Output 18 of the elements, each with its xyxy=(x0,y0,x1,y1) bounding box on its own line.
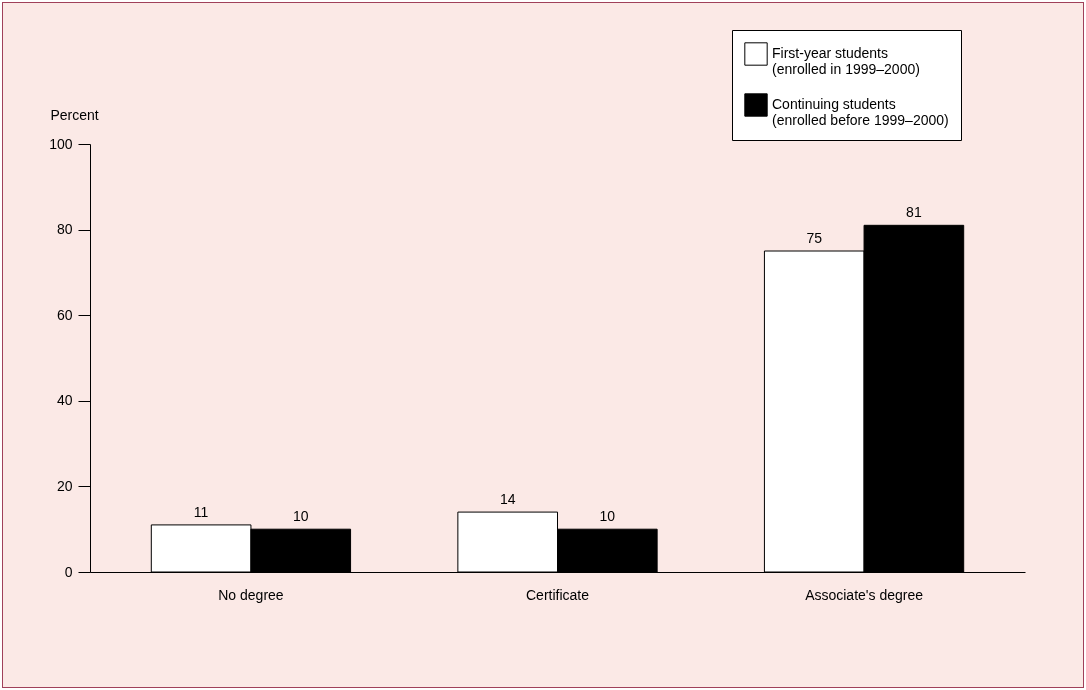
data-label: 10 xyxy=(292,508,309,525)
data-label: 14 xyxy=(499,491,516,508)
data-label: 75 xyxy=(806,230,823,246)
y-tick-label: 100 xyxy=(49,135,73,152)
y-tick-label: 0 xyxy=(64,563,73,580)
data-label: 81 xyxy=(906,204,922,221)
y-axis-title: Percent xyxy=(50,106,99,123)
y-tick-label: 80 xyxy=(56,221,73,238)
legend-label: First-year students (enrolled in 1999–2000) xyxy=(772,45,920,77)
data-label: 11 xyxy=(193,503,209,520)
y-tick-label: 20 xyxy=(56,477,73,494)
x-tick-label: No degree xyxy=(218,586,284,603)
x-tick-label: Certificate xyxy=(525,586,590,603)
y-tick-label: 40 xyxy=(56,392,73,409)
data-label: 10 xyxy=(599,508,616,525)
legend-label: Continuing students (enrolled before 1999–2000) xyxy=(772,96,949,128)
x-tick-label: Associate's degree xyxy=(805,586,924,603)
y-tick-label: 60 xyxy=(56,306,73,323)
